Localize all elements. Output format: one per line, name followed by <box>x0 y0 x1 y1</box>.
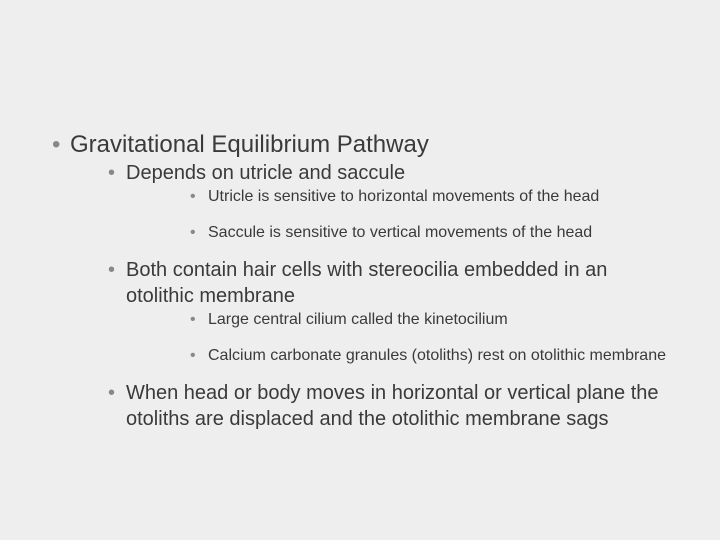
list-item: Gravitational Equilibrium Pathway Depend… <box>70 130 680 432</box>
item-text: Large central cilium called the kinetoci… <box>208 311 508 328</box>
item-text: Saccule is sensitive to vertical movemen… <box>208 224 592 241</box>
list-item: Both contain hair cells with stereocilia… <box>126 257 680 366</box>
item-text: Gravitational Equilibrium Pathway <box>70 131 429 158</box>
item-text: Utricle is sensitive to horizontal movem… <box>208 188 599 205</box>
list-item: Saccule is sensitive to vertical movemen… <box>208 222 680 244</box>
list-item: Calcium carbonate granules (otoliths) re… <box>208 345 680 367</box>
sublist: Utricle is sensitive to horizontal movem… <box>126 186 680 243</box>
list-item: Utricle is sensitive to horizontal movem… <box>208 186 680 208</box>
item-text: When head or body moves in horizontal or… <box>126 382 659 430</box>
outline-root: Gravitational Equilibrium Pathway Depend… <box>40 130 680 432</box>
list-item: When head or body moves in horizontal or… <box>126 380 680 432</box>
sublist: Large central cilium called the kinetoci… <box>126 309 680 366</box>
item-text: Depends on utricle and saccule <box>126 162 405 184</box>
list-item: Depends on utricle and saccule Utricle i… <box>126 160 680 243</box>
list-item: Large central cilium called the kinetoci… <box>208 309 680 331</box>
sublist: Depends on utricle and saccule Utricle i… <box>70 160 680 432</box>
item-text: Both contain hair cells with stereocilia… <box>126 259 607 307</box>
item-text: Calcium carbonate granules (otoliths) re… <box>208 347 666 364</box>
